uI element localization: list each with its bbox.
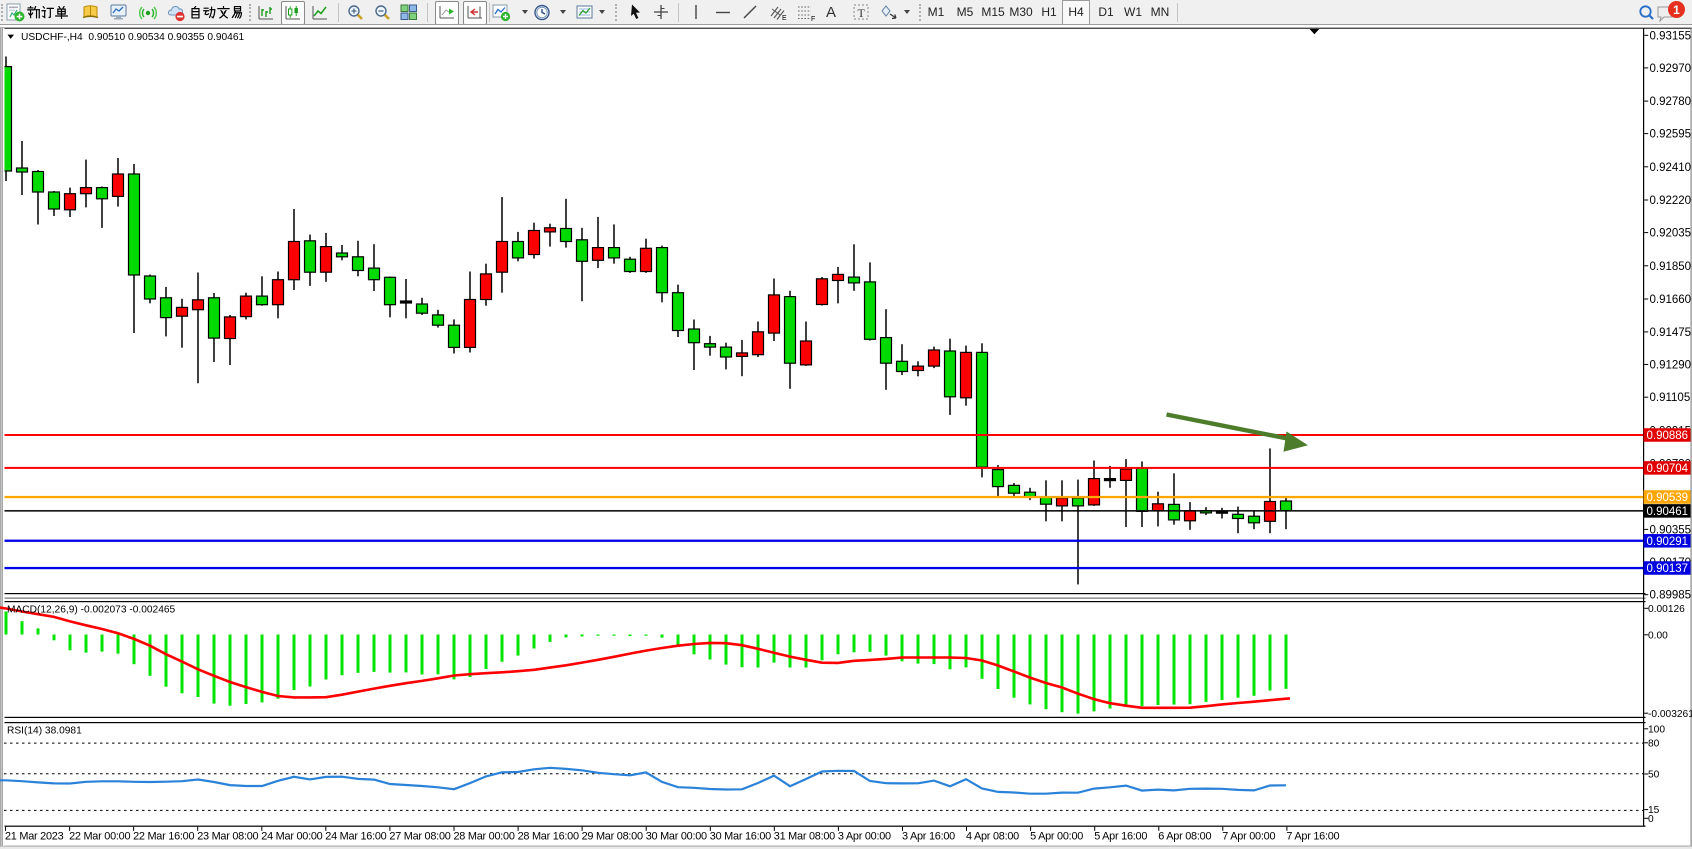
svg-text:30 Mar 00:00: 30 Mar 00:00 bbox=[646, 831, 707, 843]
svg-text:5 Apr 00:00: 5 Apr 00:00 bbox=[1030, 831, 1083, 843]
svg-text:24 Mar 00:00: 24 Mar 00:00 bbox=[261, 831, 322, 843]
svg-text:3 Apr 16:00: 3 Apr 16:00 bbox=[902, 831, 955, 843]
svg-text:21 Mar 2023: 21 Mar 2023 bbox=[5, 831, 64, 843]
svg-text:5 Apr 16:00: 5 Apr 16:00 bbox=[1094, 831, 1147, 843]
svg-text:22 Mar 16:00: 22 Mar 16:00 bbox=[133, 831, 194, 843]
svg-text:7 Apr 16:00: 7 Apr 16:00 bbox=[1286, 831, 1339, 843]
svg-text:0.89985: 0.89985 bbox=[1650, 590, 1692, 602]
svg-text:0.92410: 0.92410 bbox=[1650, 162, 1692, 174]
svg-text:0.00126: 0.00126 bbox=[1648, 604, 1685, 615]
svg-text:0.90539: 0.90539 bbox=[1647, 492, 1689, 504]
svg-text:4 Apr 08:00: 4 Apr 08:00 bbox=[966, 831, 1019, 843]
svg-text:80: 80 bbox=[1648, 738, 1660, 749]
svg-text:0.90355: 0.90355 bbox=[1650, 524, 1692, 536]
svg-text:50: 50 bbox=[1648, 770, 1660, 781]
svg-text:0.91475: 0.91475 bbox=[1650, 327, 1692, 339]
svg-text:0.91850: 0.91850 bbox=[1650, 261, 1692, 273]
svg-text:0.92780: 0.92780 bbox=[1650, 96, 1692, 108]
svg-text:31 Mar 08:00: 31 Mar 08:00 bbox=[774, 831, 835, 843]
svg-text:100: 100 bbox=[1648, 724, 1665, 735]
svg-text:28 Mar 00:00: 28 Mar 00:00 bbox=[454, 831, 515, 843]
svg-text:28 Mar 16:00: 28 Mar 16:00 bbox=[518, 831, 579, 843]
svg-text:0.92035: 0.92035 bbox=[1650, 228, 1692, 240]
svg-text:RSI(14) 38.0981: RSI(14) 38.0981 bbox=[7, 726, 82, 737]
svg-text:0.92970: 0.92970 bbox=[1650, 63, 1692, 75]
svg-text:7 Apr 00:00: 7 Apr 00:00 bbox=[1222, 831, 1275, 843]
svg-text:22 Mar 00:00: 22 Mar 00:00 bbox=[69, 831, 130, 843]
svg-text:0.90291: 0.90291 bbox=[1647, 536, 1689, 548]
svg-text:29 Mar 08:00: 29 Mar 08:00 bbox=[582, 831, 643, 843]
svg-text:0.90137: 0.90137 bbox=[1647, 563, 1689, 575]
svg-text:0.91105: 0.91105 bbox=[1650, 392, 1691, 404]
svg-text:USDCHF-,H4 0.90510 0.90534 0.: USDCHF-,H4 0.90510 0.90534 0.90355 0.904… bbox=[21, 32, 244, 43]
svg-text:15: 15 bbox=[1648, 805, 1660, 816]
svg-text:T: T bbox=[858, 6, 866, 20]
svg-text:0.00: 0.00 bbox=[1648, 630, 1668, 641]
svg-text:0.93155: 0.93155 bbox=[1650, 30, 1692, 42]
svg-text:0.90886: 0.90886 bbox=[1647, 430, 1689, 442]
svg-text:27 Mar 08:00: 27 Mar 08:00 bbox=[389, 831, 450, 843]
svg-text:-0.003261: -0.003261 bbox=[1648, 709, 1692, 720]
svg-text:0.90704: 0.90704 bbox=[1647, 463, 1689, 475]
svg-text:0.92220: 0.92220 bbox=[1650, 195, 1692, 207]
svg-text:E: E bbox=[782, 15, 787, 22]
svg-text:23 Mar 08:00: 23 Mar 08:00 bbox=[197, 831, 258, 843]
svg-text:0.91660: 0.91660 bbox=[1650, 294, 1692, 306]
svg-text:0: 0 bbox=[1648, 814, 1654, 825]
svg-text:MACD(12,26,9) -0.002073 -0.002: MACD(12,26,9) -0.002073 -0.002465 bbox=[7, 605, 176, 616]
svg-text:0.91290: 0.91290 bbox=[1650, 360, 1692, 372]
svg-text:24 Mar 16:00: 24 Mar 16:00 bbox=[325, 831, 386, 843]
svg-text:3 Apr 00:00: 3 Apr 00:00 bbox=[838, 831, 891, 843]
svg-text:6 Apr 08:00: 6 Apr 08:00 bbox=[1158, 831, 1211, 843]
svg-text:30 Mar 16:00: 30 Mar 16:00 bbox=[710, 831, 771, 843]
svg-text:F: F bbox=[811, 16, 815, 22]
svg-text:0.90461: 0.90461 bbox=[1647, 506, 1689, 518]
svg-text:0.92595: 0.92595 bbox=[1650, 129, 1692, 141]
